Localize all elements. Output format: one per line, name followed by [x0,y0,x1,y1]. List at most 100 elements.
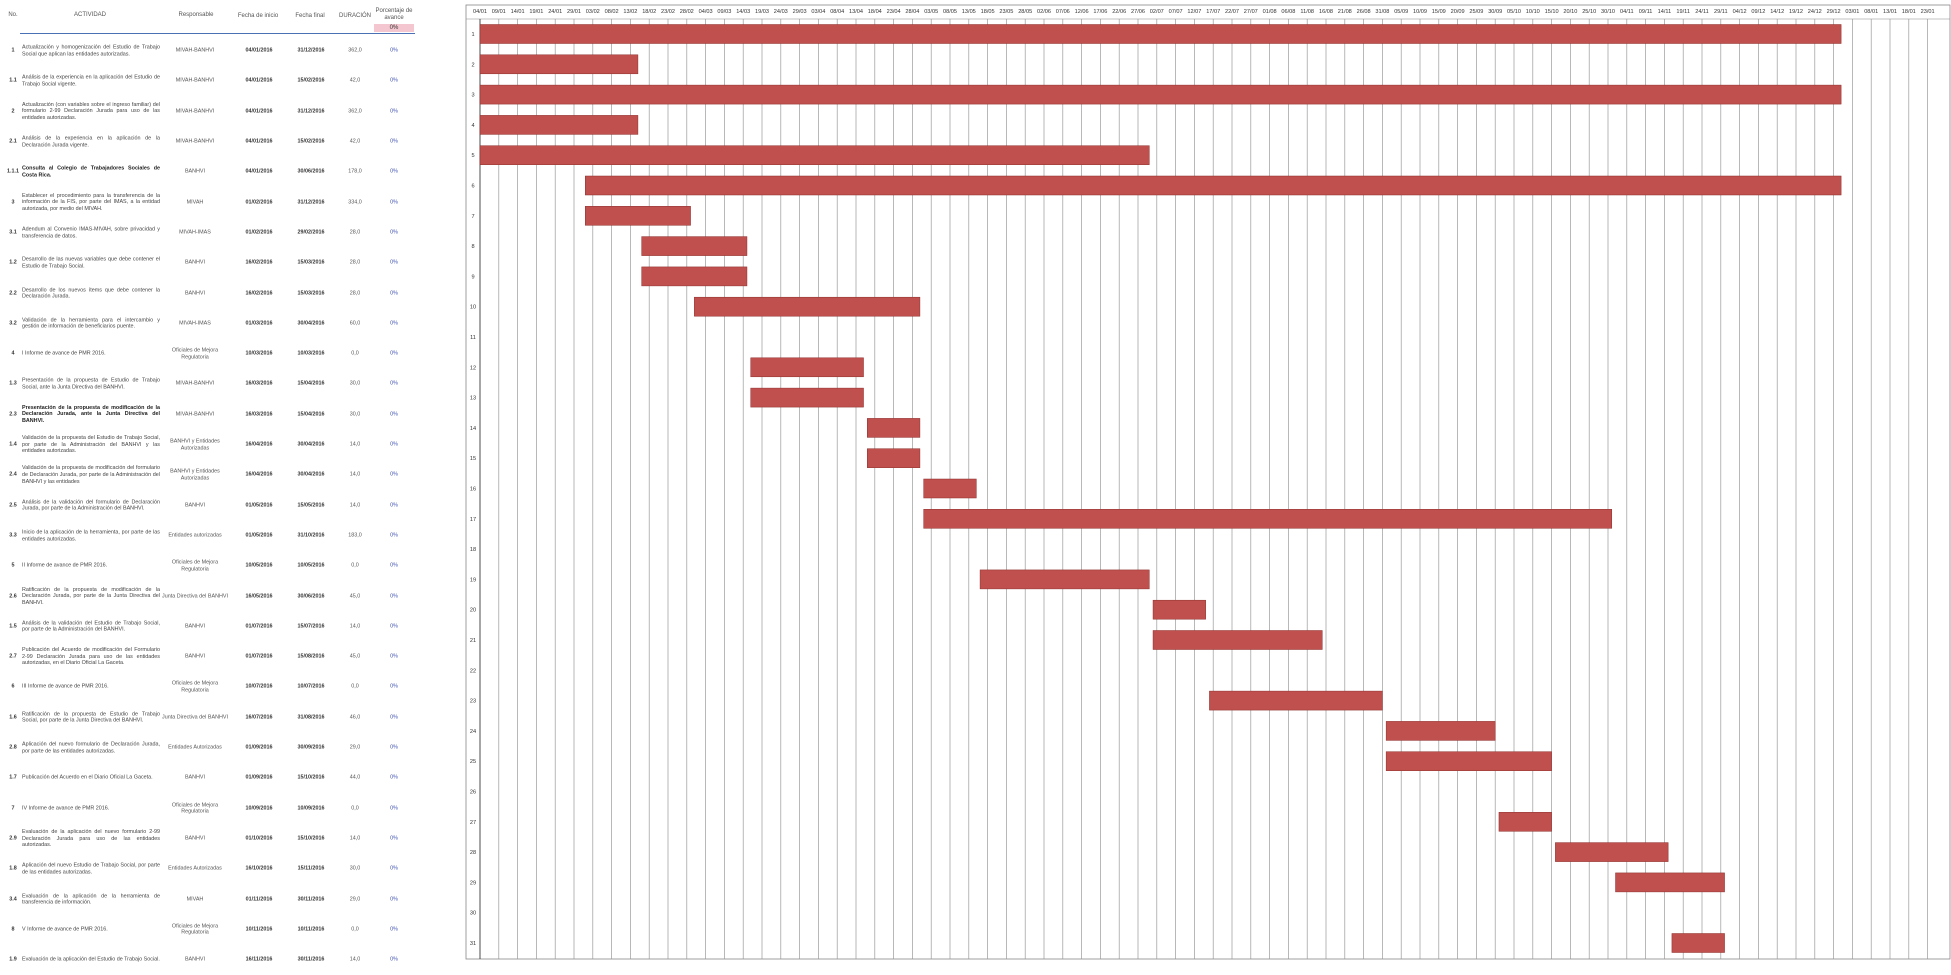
row-percent: 0% [390,896,398,903]
task-bar [694,296,921,317]
task-bar [923,478,977,499]
row-responsible: Entidades Autorizadas [168,865,222,872]
table-row: 1.8 Aplicación del nuevo Estudio de Traba… [0,854,420,884]
row-duration: 362,0 [348,47,362,54]
row-no: 2.9 [9,835,17,842]
row-activity: Evaluación de la aplicación del Estudio … [22,956,160,963]
row-activity: Inicio de la aplicación de la herramient… [22,529,160,542]
row-end-date: 31/12/2016 [297,108,325,115]
x-tick-label: 08/02 [605,9,619,15]
x-tick-label: 09/01 [492,9,506,15]
row-no: 1.4 [9,441,17,448]
x-tick-label: 27/07 [1244,9,1258,15]
row-no: 8 [11,926,15,933]
task-label: 17 [470,517,476,523]
task-label: 26 [470,790,476,796]
row-activity: Aplicación del nuevo formulario de Decla… [22,741,160,755]
row-no: 1.2 [9,259,17,266]
table-row: 3.3 Inicio de la aplicación de la herrami… [0,521,420,551]
task-label: 30 [470,911,476,917]
table-row: 1.7 Publicación del Acuerdo en el Diario … [0,763,420,793]
x-tick-label: 30/09 [1488,9,1502,15]
row-start-date: 01/05/2016 [245,502,273,509]
row-responsible: BANHVI [184,835,206,842]
task-bar [1152,599,1206,620]
row-end-date: 10/03/2016 [297,350,325,357]
task-label: 24 [470,729,476,735]
x-tick-label: 07/06 [1056,9,1070,15]
table-row: 6 III Informe de avance de PMR 2016. Ofici… [0,672,420,702]
table-row: 2.1 Análisis de la experiencia en la apli… [0,127,420,157]
x-tick-label: 13/05 [962,9,976,15]
x-tick-label: 15/10 [1545,9,1559,15]
table-row: 2.6 Ratificación de la propuesta de modif… [0,581,420,611]
x-tick-label: 18/04 [868,9,882,15]
row-no: 2.3 [9,411,17,418]
row-start-date: 16/07/2016 [245,714,273,721]
row-end-date: 15/10/2016 [297,835,325,842]
table-row: 1 Actualización y homogenización del Estu… [0,36,420,66]
task-label: 4 [471,123,474,129]
row-duration: 0,0 [351,805,359,812]
x-tick-label: 29/01 [567,9,581,15]
row-end-date: 31/08/2016 [297,714,325,721]
row-percent: 0% [390,411,398,418]
row-end-date: 30/06/2016 [297,593,325,600]
task-label: 5 [471,153,474,159]
row-end-date: 30/06/2016 [297,169,325,176]
row-start-date: 01/09/2016 [245,775,273,782]
x-tick-label: 29/11 [1714,9,1728,15]
row-duration: 30,0 [349,865,361,872]
row-activity: Evaluación de la aplicación del nuevo fo… [22,829,160,849]
row-responsible: MIVAH [186,199,204,206]
row-no: 6 [11,684,15,691]
row-end-date: 30/04/2016 [297,320,325,327]
row-duration: 14,0 [349,472,361,479]
row-percent: 0% [390,259,398,266]
row-activity: Validación de la propuesta de modificaci… [22,465,160,485]
row-end-date: 15/05/2016 [297,502,325,509]
task-label: 13 [470,396,476,402]
row-end-date: 10/11/2016 [297,926,325,933]
task-bar [479,54,639,75]
x-tick-label: 03/01 [1845,9,1859,15]
x-tick-label: 03/04 [811,9,825,15]
task-bar [479,115,639,135]
x-tick-label: 29/03 [793,9,807,15]
row-end-date: 30/09/2016 [297,744,325,751]
row-no: 5 [11,562,15,569]
row-start-date: 10/03/2016 [245,350,273,357]
table-row: 1.4 Validación de la propuesta del Estudi… [0,430,420,460]
row-responsible: BANHVI [184,290,206,297]
row-activity: Publicación del Acuerdo de modificación … [22,647,160,667]
table-row: 1.3 Presentación de la propuesta de Estud… [0,369,420,399]
x-tick-label: 04/03 [699,9,713,15]
row-duration: 30,0 [349,381,361,388]
row-activity: Validación de la propuesta del Estudio d… [22,435,160,455]
row-duration: 30,0 [349,411,361,418]
header-divider [20,33,415,34]
row-duration: 362,0 [348,108,362,115]
x-tick-label: 19/01 [529,9,543,15]
task-bar [867,418,921,438]
row-start-date: 01/07/2016 [245,623,273,630]
row-activity: Desarrollo de las nuevas variables que d… [22,256,160,270]
row-no: 1.8 [9,865,17,872]
x-tick-label: 14/12 [1770,9,1784,15]
table-row: 2.7 Publicación del Acuerdo de modificaci… [0,642,420,672]
row-activity: Actualización y homogenización del Estud… [22,44,160,58]
row-percent: 0% [390,593,398,600]
row-duration: 14,0 [349,502,361,509]
header-duration: DURACIÓN [338,13,371,19]
task-label: 1 [471,32,474,38]
task-bar [641,236,748,256]
row-start-date: 16/10/2016 [245,865,273,872]
table-row: 3 Establecer el procedimiento para la tra… [0,188,420,218]
row-activity: Aplicación del nuevo Estudio de Trabajo … [22,862,160,876]
task-label: 8 [471,244,474,250]
x-tick-label: 16/08 [1319,9,1333,15]
task-bar [1555,842,1669,862]
row-responsible: BANHVI [184,775,206,782]
x-tick-label: 19/11 [1676,9,1690,15]
table-row: 8 V Informe de avance de PMR 2016. Oficial… [0,915,420,945]
